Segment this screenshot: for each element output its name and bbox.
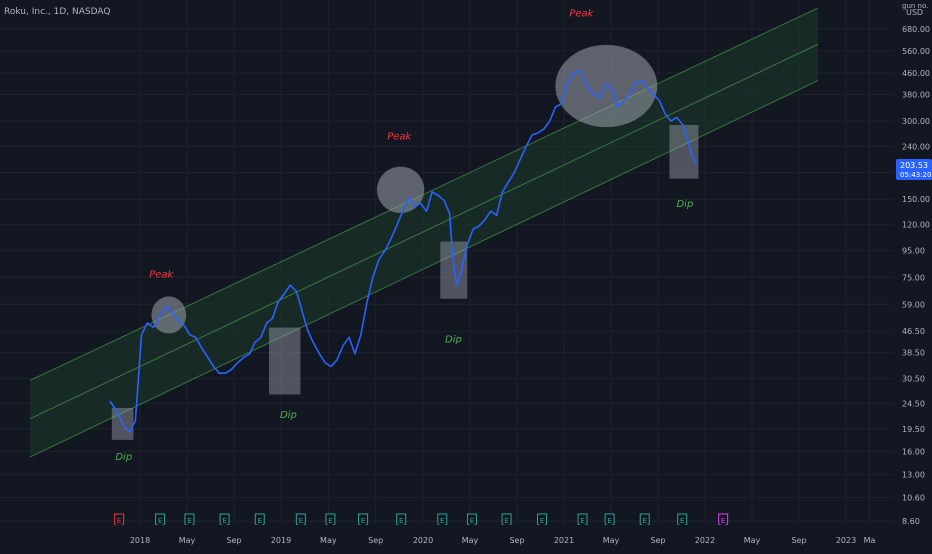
earnings-marker-label: E — [470, 517, 474, 525]
price-line[interactable] — [109, 69, 698, 433]
peak-highlight-ellipse[interactable] — [555, 44, 658, 128]
earnings-marker-label: E — [721, 517, 725, 525]
earnings-marker-label: E — [607, 517, 611, 525]
x-tick-label: Sep — [368, 536, 383, 545]
earnings-marker-label: E — [680, 517, 684, 525]
earnings-marker-label: E — [158, 517, 162, 525]
x-tick-label: Sep — [509, 536, 524, 545]
x-tick-label: Sep — [791, 536, 806, 545]
y-tick-label: 300.00 — [902, 117, 930, 126]
x-tick-label: 2021 — [554, 536, 574, 545]
x-tick-label: 2020 — [413, 536, 433, 545]
peak-label: Peak — [149, 269, 174, 280]
x-tick-label: 2023 — [836, 536, 856, 545]
x-tick-label: 2018 — [130, 536, 150, 545]
y-tick-label: 680.00 — [902, 25, 930, 34]
x-tick-label: 2022 — [695, 536, 715, 545]
dip-label: Dip — [676, 199, 693, 210]
x-tick-label: May — [320, 536, 337, 545]
y-tick-label: 560.00 — [902, 47, 930, 56]
channel-middle-line[interactable] — [29, 43, 819, 420]
dip-highlight-box[interactable] — [269, 327, 301, 395]
y-tick-label: 30.50 — [902, 375, 925, 384]
y-tick-label: 460.00 — [902, 69, 930, 78]
y-tick-label: 24.50 — [902, 399, 925, 408]
price-scale-panel[interactable] — [893, 0, 932, 525]
earnings-marker-label: E — [117, 517, 121, 525]
y-tick-label: 8.60 — [902, 517, 920, 526]
x-tick-label: Sep — [650, 536, 665, 545]
x-tick-label: May — [462, 536, 479, 545]
y-tick-label: 120.00 — [902, 220, 930, 229]
last-price-badge: 203.53 05:43:20 — [896, 159, 932, 180]
y-tick-label: 240.00 — [902, 142, 930, 151]
x-tick-label: May — [603, 536, 620, 545]
peak-highlight-ellipse[interactable] — [376, 166, 425, 213]
peak-label: Peak — [569, 8, 594, 19]
peak-label: Peak — [387, 131, 412, 142]
y-tick-label: 19.50 — [902, 425, 925, 434]
earnings-marker-label: E — [580, 517, 584, 525]
time-scale-panel[interactable] — [0, 525, 932, 550]
y-tick-label: 38.50 — [902, 348, 925, 357]
earnings-marker-label: E — [440, 517, 444, 525]
earnings-marker-label: E — [504, 517, 508, 525]
y-tick-label: 380.00 — [902, 91, 930, 100]
earnings-marker-label: E — [299, 517, 303, 525]
dip-highlight-box[interactable] — [669, 124, 699, 179]
y-tick-label: 46.50 — [902, 327, 925, 336]
earnings-marker-label: E — [328, 517, 332, 525]
y-tick-label: 59.00 — [902, 300, 925, 309]
y-tick-label: 13.00 — [902, 471, 925, 480]
symbol-title: Roku, Inc., 1D, NASDAQ — [4, 7, 110, 17]
x-tick-label: May — [179, 536, 196, 545]
earnings-marker-label: E — [222, 517, 226, 525]
x-tick-label: 2019 — [271, 536, 291, 545]
dip-label: Dip — [115, 452, 132, 463]
price-scale-label: gun no. — [902, 2, 928, 10]
earnings-marker-label: E — [361, 517, 365, 525]
y-tick-label: 95.00 — [902, 247, 925, 256]
dip-label: Dip — [445, 335, 462, 346]
last-price-label: 203.53 — [900, 161, 928, 170]
y-tick-label: 150.00 — [902, 195, 930, 204]
peak-highlight-ellipse[interactable] — [151, 296, 187, 334]
x-tick-label: Ma — [864, 536, 876, 545]
currency-label: USD — [906, 8, 923, 17]
earnings-marker-label: E — [187, 517, 191, 525]
earnings-marker-label: E — [399, 517, 403, 525]
earnings-marker-label: E — [540, 517, 544, 525]
earnings-marker-label: E — [258, 517, 262, 525]
channel-lower-line[interactable] — [29, 80, 819, 458]
x-tick-label: Sep — [226, 536, 241, 545]
dip-label: Dip — [280, 410, 297, 421]
earnings-marker-label: E — [643, 517, 647, 525]
y-tick-label: 10.60 — [902, 494, 925, 503]
countdown-label: 05:43:20 — [900, 171, 931, 179]
y-tick-label: 75.00 — [902, 273, 925, 282]
y-tick-label: 16.00 — [902, 447, 925, 456]
x-tick-label: May — [744, 536, 761, 545]
